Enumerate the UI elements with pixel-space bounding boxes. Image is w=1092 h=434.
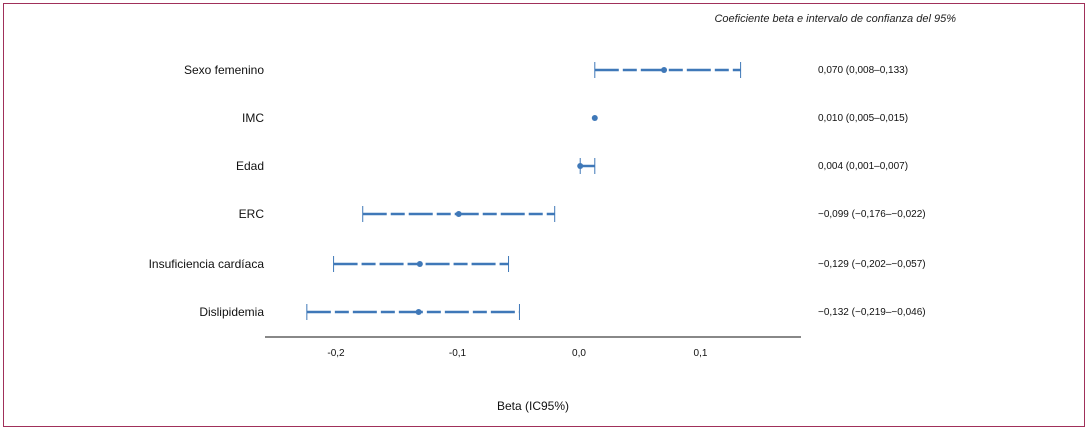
figure-frame bbox=[3, 3, 1085, 427]
beta-point bbox=[455, 211, 462, 217]
row-label: ERC bbox=[239, 207, 265, 221]
ci-value-text: −0,129 (−0,202–−0,057) bbox=[818, 259, 926, 270]
row-label: IMC bbox=[242, 111, 264, 125]
x-axis-title: Beta (IC95%) bbox=[497, 399, 569, 413]
x-tick-label: 0,0 bbox=[572, 348, 586, 359]
ci-value-text: 0,010 (0,005–0,015) bbox=[818, 113, 908, 124]
beta-point bbox=[591, 115, 598, 121]
forest-row: Insuficiencia cardíaca −0,129 (−0,202–−0,… bbox=[149, 256, 926, 272]
forest-row: Sexo femenino 0,070 (0,008–0,133) bbox=[184, 62, 908, 78]
ci-value-text: 0,070 (0,008–0,133) bbox=[818, 65, 908, 76]
forest-row: IMC 0,010 (0,005–0,015) bbox=[242, 111, 908, 125]
x-axis-ticks: -0,2 -0,1 0,0 0,1 bbox=[327, 348, 708, 359]
chart-header: Coeficiente beta e intervalo de confianz… bbox=[714, 13, 956, 25]
forest-row: Edad 0,004 (0,001–0,007) bbox=[236, 158, 908, 174]
beta-point bbox=[661, 67, 668, 73]
beta-point bbox=[415, 309, 422, 315]
forest-row: ERC −0,099 (−0,176–−0,022) bbox=[239, 206, 926, 222]
rows-layer: Sexo femenino 0,070 (0,008–0,133) IMC 0,010… bbox=[149, 62, 926, 320]
row-label: Sexo femenino bbox=[184, 63, 264, 77]
x-tick-label: 0,1 bbox=[694, 348, 708, 359]
row-label: Edad bbox=[236, 159, 264, 173]
beta-point bbox=[577, 163, 584, 169]
beta-point bbox=[416, 261, 423, 267]
row-label: Dislipidemia bbox=[199, 305, 264, 319]
row-label: Insuficiencia cardíaca bbox=[149, 257, 265, 271]
x-tick-label: -0,1 bbox=[449, 348, 467, 359]
x-tick-label: -0,2 bbox=[327, 348, 345, 359]
forest-row: Dislipidemia −0,132 (−0,219–−0,046) bbox=[199, 304, 926, 320]
ci-value-text: −0,132 (−0,219–−0,046) bbox=[818, 307, 926, 318]
ci-value-text: 0,004 (0,001–0,007) bbox=[818, 161, 908, 172]
ci-value-text: −0,099 (−0,176–−0,022) bbox=[818, 209, 926, 220]
